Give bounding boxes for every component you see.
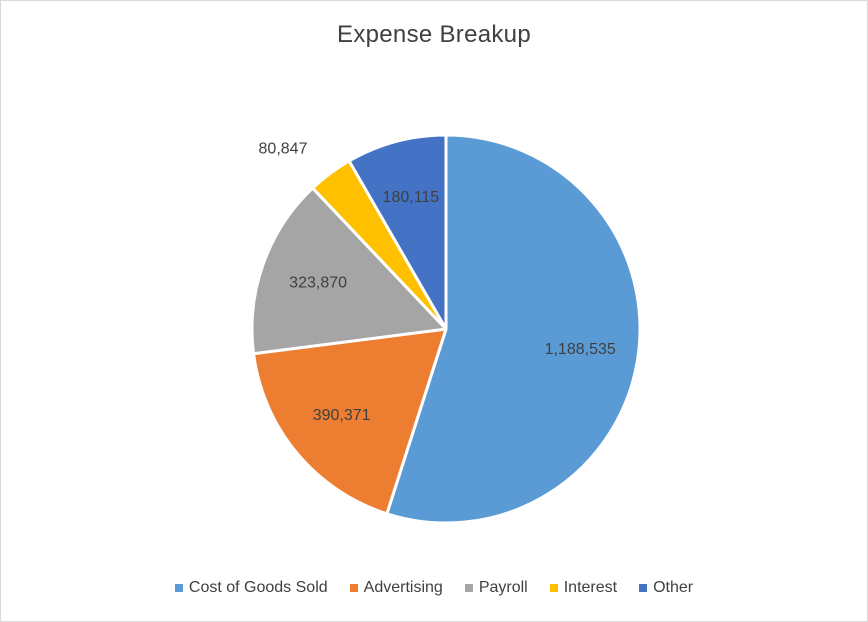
- data-label-interest: 80,847: [259, 140, 308, 157]
- legend-swatch: [174, 584, 183, 592]
- chart-title: Expense Breakup: [337, 21, 531, 48]
- data-label-payroll: 323,870: [289, 275, 347, 292]
- legend-swatch: [639, 584, 648, 592]
- pie-slice-other: [347, 133, 448, 331]
- pie-slice-advertising: [252, 327, 448, 516]
- legend-swatch: [464, 584, 473, 592]
- pie-slice-cost-of-goods-sold: [385, 133, 642, 525]
- legend-item-interest: Interest: [549, 579, 618, 597]
- data-label-advertising: 390,371: [313, 407, 371, 424]
- legend-label: Advertising: [363, 579, 443, 596]
- legend-label: Payroll: [478, 579, 528, 596]
- pie-slice-payroll: [250, 186, 448, 356]
- data-label-other: 180,115: [383, 189, 440, 206]
- legend-item-other: Other: [639, 579, 693, 597]
- legend-item-payroll: Payroll: [464, 579, 528, 597]
- legend-swatch: [349, 584, 358, 592]
- legend-label: Interest: [563, 579, 618, 596]
- legend-label: Other: [653, 579, 694, 596]
- data-label-cost-of-goods-sold: 1,188,535: [545, 341, 616, 358]
- legend-label: Cost of Goods Sold: [188, 579, 328, 596]
- legend: Cost of Goods Sold Advertising Payroll Inte…: [1, 579, 867, 597]
- legend-swatch: [549, 584, 558, 592]
- legend-item-advertising: Advertising: [349, 579, 443, 597]
- legend-item-cost-of-goods-sold: Cost of Goods Sold: [174, 579, 328, 597]
